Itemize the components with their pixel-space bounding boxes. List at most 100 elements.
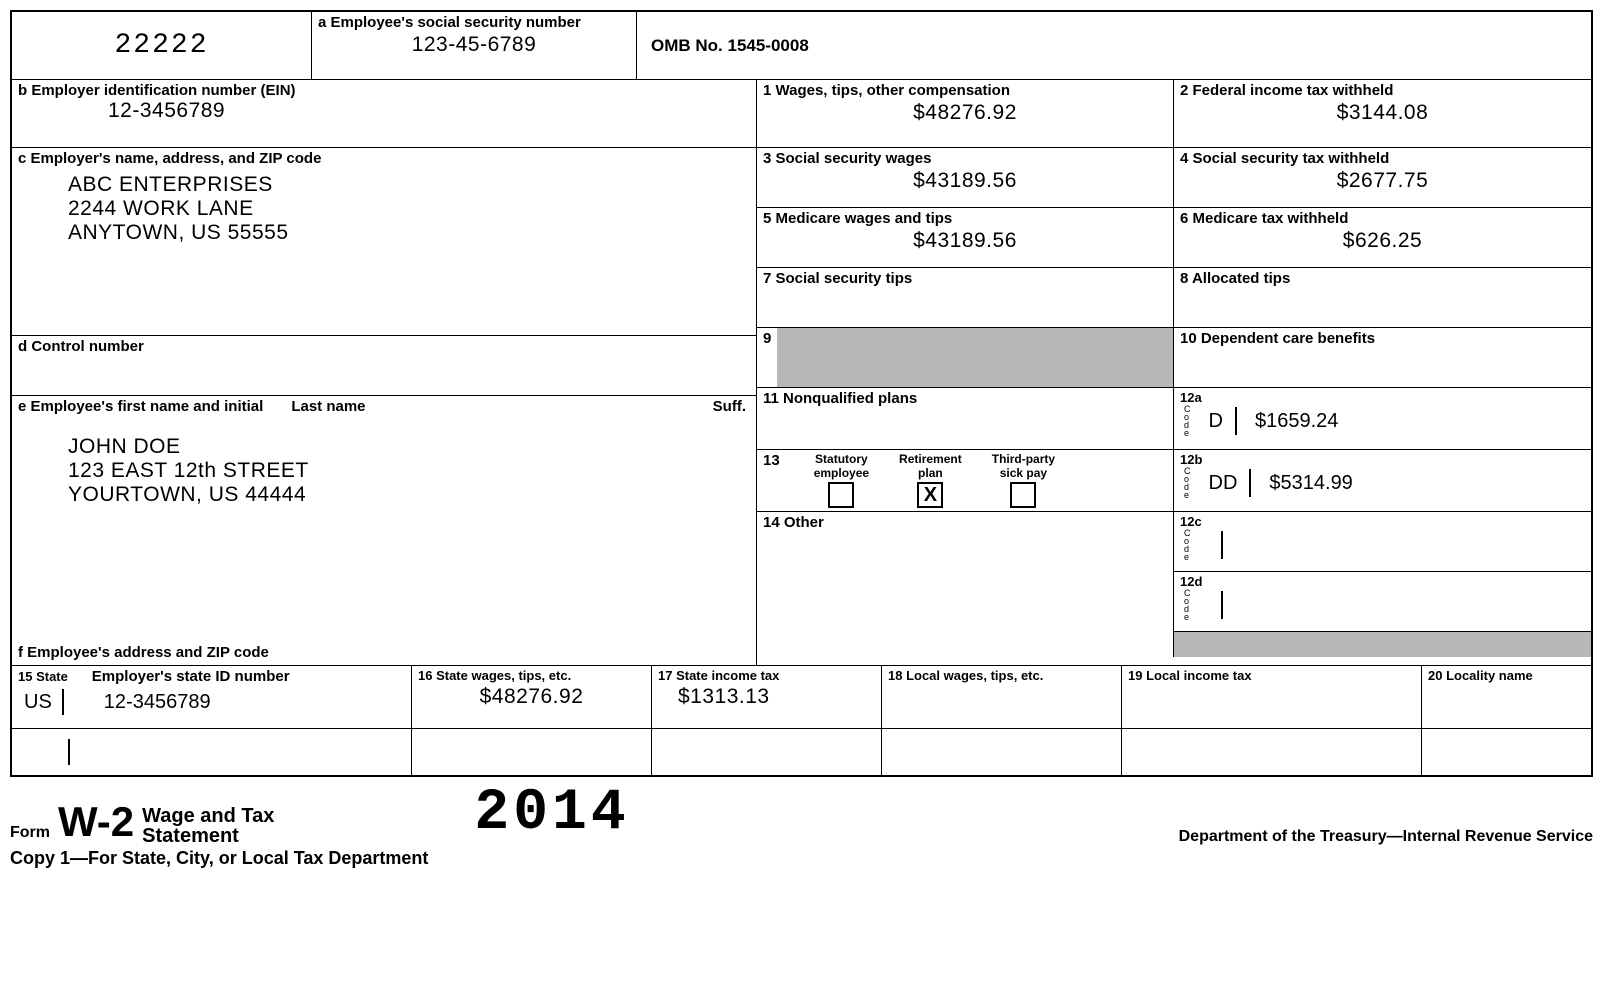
- box-15: 15 State Employer's state ID number US 1…: [12, 666, 412, 729]
- box-5-value: $43189.56: [763, 227, 1167, 253]
- box-12b-label: 12b: [1180, 452, 1585, 467]
- box-c: c Employer's name, address, and ZIP code…: [12, 148, 756, 336]
- box-13: 13 Statutory employee Retirement plan X: [757, 450, 1174, 512]
- box-18-row2: [882, 729, 1122, 775]
- box-17-value: $1313.13: [658, 683, 875, 709]
- employee-name: JOHN DOE: [18, 415, 750, 459]
- employer-name: ABC ENTERPRISES: [18, 167, 750, 197]
- box-3-value: $43189.56: [763, 167, 1167, 193]
- copy-label: Copy 1—For State, City, or Local Tax Dep…: [10, 846, 1593, 869]
- box-13-label: 13: [763, 452, 790, 508]
- box-17-label: 17 State income tax: [658, 668, 875, 683]
- employer-addr2: ANYTOWN, US 55555: [18, 221, 750, 245]
- box-14-label: 14 Other: [763, 514, 1167, 531]
- box-8: 8 Allocated tips: [1174, 268, 1591, 328]
- tax-year: 2014: [274, 781, 629, 846]
- box-18: 18 Local wages, tips, etc.: [882, 666, 1122, 729]
- statutory-checkbox: [828, 482, 854, 508]
- state-value: US: [18, 691, 52, 714]
- box-12b: 12b Code DD $5314.99: [1174, 450, 1591, 512]
- box-20: 20 Locality name: [1422, 666, 1591, 729]
- box-c-label: c Employer's name, address, and ZIP code: [18, 150, 750, 167]
- box-15-label: 15 State: [18, 669, 68, 684]
- box-e-label-first: e Employee's first name and initial: [18, 398, 263, 415]
- box-5: 5 Medicare wages and tips $43189.56: [757, 208, 1174, 268]
- box-f-label: f Employee's address and ZIP code: [18, 644, 269, 661]
- retirement-checkbox: X: [917, 482, 943, 508]
- box-4-value: $2677.75: [1180, 167, 1585, 193]
- box-18-label: 18 Local wages, tips, etc.: [888, 668, 1115, 683]
- box-12b-value: $5314.99: [1251, 472, 1352, 495]
- void-code-box: 22222: [12, 12, 312, 80]
- box-12d: 12d Code: [1174, 572, 1591, 632]
- box-d-label: d Control number: [18, 338, 750, 355]
- right-column: 1 Wages, tips, other compensation $48276…: [757, 80, 1591, 665]
- box-20-label: 20 Locality name: [1428, 668, 1585, 683]
- ssn-value: 123-45-6789: [318, 31, 630, 57]
- box-15-id-label: Employer's state ID number: [72, 668, 290, 685]
- box-10: 10 Dependent care benefits: [1174, 328, 1591, 388]
- statutory-label: Statutory employee: [814, 452, 869, 480]
- box-3: 3 Social security wages $43189.56: [757, 148, 1174, 208]
- form-sub2: Statement: [142, 825, 239, 847]
- box-1-value: $48276.92: [763, 99, 1167, 125]
- box-2-label: 2 Federal income tax withheld: [1180, 82, 1585, 99]
- box-9-fill: [777, 328, 1173, 387]
- employer-addr1: 2244 WORK LANE: [18, 197, 750, 221]
- box-6-value: $626.25: [1180, 227, 1585, 253]
- box-1-label: 1 Wages, tips, other compensation: [763, 82, 1167, 99]
- box-2-value: $3144.08: [1180, 99, 1585, 125]
- box-12a: 12a Code D $1659.24: [1174, 388, 1591, 450]
- form-pre: Form: [10, 824, 50, 846]
- box-6-label: 6 Medicare tax withheld: [1180, 210, 1585, 227]
- omb-box: OMB No. 1545-0008: [637, 12, 1591, 80]
- box-8-label: 8 Allocated tips: [1180, 270, 1585, 287]
- thirdparty-label: Third-party sick pay: [992, 452, 1055, 480]
- box-7-label: 7 Social security tips: [763, 270, 1167, 287]
- thirdparty-checkbox: [1010, 482, 1036, 508]
- box-19: 19 Local income tax: [1122, 666, 1422, 729]
- box-12cd-wrap: 12c Code 12d Code: [1174, 512, 1591, 657]
- box-e-label-suff: Suff.: [713, 398, 750, 415]
- box-b: b Employer identification number (EIN) 1…: [12, 80, 756, 148]
- box-12c: 12c Code: [1174, 512, 1591, 572]
- box-16-value: $48276.92: [418, 683, 645, 709]
- thirdparty-col: Third-party sick pay: [992, 452, 1055, 508]
- form-name: W-2: [50, 798, 142, 846]
- box-e-label-last: Last name: [263, 398, 365, 415]
- form-subtitle: Wage and Tax Statement: [142, 806, 274, 846]
- box-11-label: 11 Nonqualified plans: [763, 390, 1167, 407]
- box-15-row2: [12, 729, 412, 775]
- sep-icon: [68, 739, 70, 765]
- form-sub1: Wage and Tax: [142, 805, 274, 827]
- w2-form: 22222 a Employee's social security numbe…: [10, 10, 1593, 777]
- box-16: 16 State wages, tips, etc. $48276.92: [412, 666, 652, 729]
- sep-icon: [62, 689, 64, 715]
- code-label-icon: Code: [1180, 529, 1191, 561]
- box-20-row2: [1422, 729, 1591, 775]
- box-4-label: 4 Social security tax withheld: [1180, 150, 1585, 167]
- retirement-col: Retirement plan X: [899, 452, 962, 508]
- code-label-icon: Code: [1180, 589, 1191, 621]
- box-12b-code: DD: [1191, 472, 1250, 495]
- box-14: 14 Other: [757, 512, 1174, 657]
- box-19-label: 19 Local income tax: [1128, 668, 1415, 683]
- code-label-icon: Code: [1180, 467, 1191, 499]
- form-footer: Form W-2 Wage and Tax Statement 2014 Dep…: [10, 777, 1593, 846]
- box-12-bottom-fill: [1174, 632, 1591, 657]
- box-12a-value: $1659.24: [1237, 410, 1338, 433]
- box-3-label: 3 Social security wages: [763, 150, 1167, 167]
- box-1: 1 Wages, tips, other compensation $48276…: [757, 80, 1174, 148]
- box-2: 2 Federal income tax withheld $3144.08: [1174, 80, 1591, 148]
- box-17-row2: [652, 729, 882, 775]
- void-code: 22222: [114, 30, 208, 61]
- dept-label: Department of the Treasury—Internal Reve…: [1179, 828, 1593, 846]
- box-12d-label: 12d: [1180, 574, 1585, 589]
- state-id-value: 12-3456789: [74, 691, 211, 714]
- box-16-label: 16 State wages, tips, etc.: [418, 668, 645, 683]
- box-b-label: b Employer identification number (EIN): [18, 82, 750, 99]
- box-5-label: 5 Medicare wages and tips: [763, 210, 1167, 227]
- box-9: 9: [757, 328, 1174, 388]
- box-11: 11 Nonqualified plans: [757, 388, 1174, 450]
- box-6: 6 Medicare tax withheld $626.25: [1174, 208, 1591, 268]
